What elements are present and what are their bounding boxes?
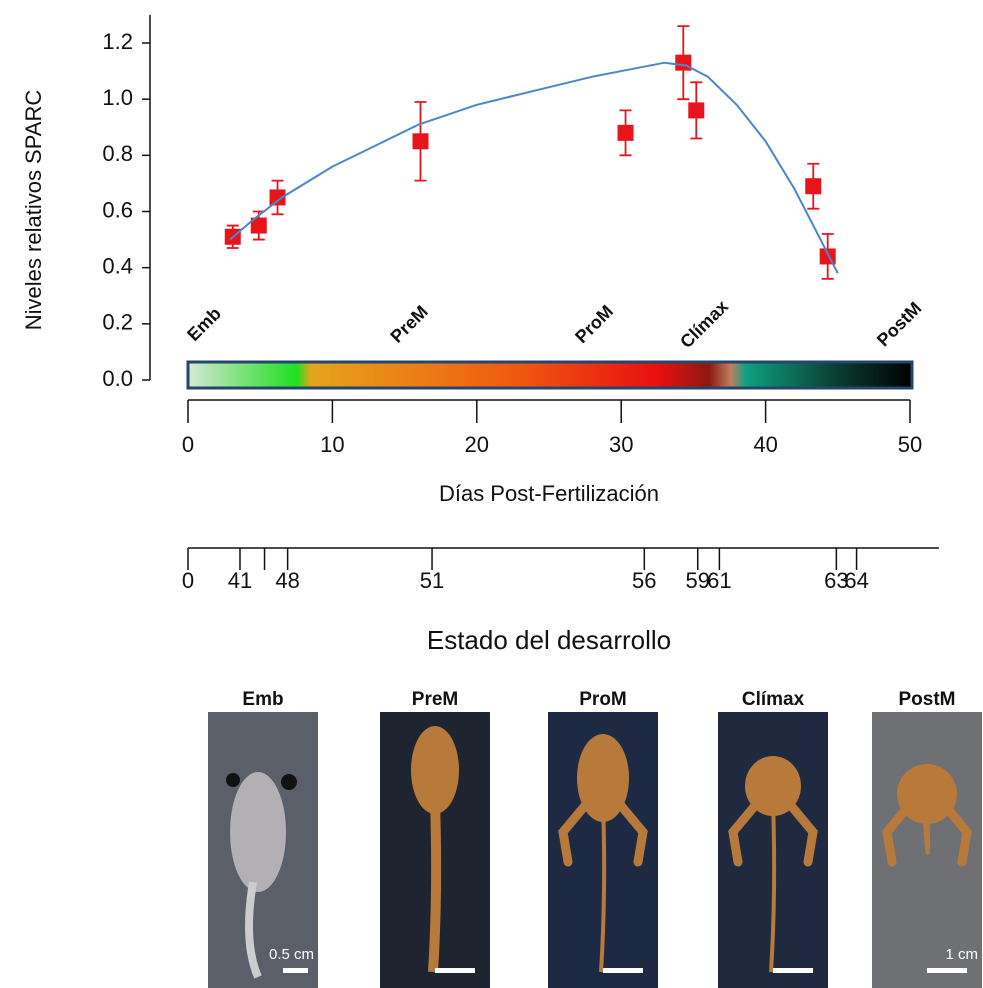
y-axis-label: Niveles relativos SPARC — [21, 90, 46, 331]
x-tick-label: 10 — [320, 432, 344, 457]
y-tick-label: 0.6 — [102, 197, 133, 222]
x-tick-label: 40 — [753, 432, 777, 457]
data-point — [688, 102, 705, 119]
scale-bar — [603, 968, 643, 973]
data-point-group — [617, 109, 634, 157]
stage-label: ProM — [571, 301, 617, 347]
stage-tick-label: 59 — [685, 568, 709, 593]
data-point — [819, 248, 836, 265]
data-point — [269, 189, 286, 206]
data-point — [675, 54, 692, 71]
y-tick-label: 1.2 — [102, 29, 133, 54]
stage-label: Clímax — [676, 296, 732, 352]
scale-bar — [927, 968, 967, 973]
x-tick-label: 20 — [465, 432, 489, 457]
data-point-group — [688, 81, 705, 140]
stage-label: Emb — [183, 303, 225, 345]
data-point-group — [269, 179, 286, 216]
stage-tick-label: 63 — [824, 568, 848, 593]
x-tick-label: 30 — [609, 432, 633, 457]
y-tick-label: 0.4 — [102, 253, 133, 278]
stage-tick-label: 51 — [420, 568, 444, 593]
panel-title: PostM — [899, 689, 956, 710]
embryo-eye — [226, 773, 240, 787]
scale-label: 1 cm — [945, 946, 978, 963]
y-tick-label: 0.2 — [102, 310, 133, 335]
stage-tick-label: 61 — [707, 568, 731, 593]
embryo-tail — [245, 881, 262, 979]
scale-bar — [283, 968, 308, 973]
embryo-body — [230, 772, 286, 892]
tadpole-tail — [769, 801, 777, 973]
panel-title: Clímax — [742, 689, 805, 710]
x-axis-label: Días Post-Fertilización — [439, 481, 659, 506]
fit-curve — [229, 61, 839, 274]
tadpole-tail — [599, 801, 607, 973]
stage-label: PostM — [873, 298, 925, 350]
y-tick-label: 1.0 — [102, 85, 133, 110]
stage-label: PreM — [386, 301, 431, 346]
scale-label: 0.5 cm — [269, 946, 314, 963]
tadpole-tail — [428, 801, 442, 973]
data-point — [412, 133, 429, 150]
panel-title: ProM — [579, 689, 627, 710]
data-point-group — [805, 162, 822, 210]
stage-axis-label: Estado del desarrollo — [427, 625, 671, 655]
panel-title: PreM — [412, 689, 458, 710]
data-point — [250, 217, 267, 234]
stage-tick-label: 48 — [275, 568, 299, 593]
stage-tick-label: 0 — [182, 568, 194, 593]
tadpole-legs — [558, 797, 648, 867]
stage-tick-label: 56 — [632, 568, 656, 593]
x-tick-label: 50 — [898, 432, 922, 457]
y-tick-label: 0.8 — [102, 141, 133, 166]
stage-tick-label: 64 — [844, 568, 868, 593]
x-tick-label: 0 — [182, 432, 194, 457]
tadpole-body — [411, 726, 459, 814]
embryo-eye — [281, 774, 297, 790]
scale-bar — [773, 968, 813, 973]
data-point — [617, 124, 634, 141]
scale-bar — [435, 968, 475, 973]
data-point-group — [675, 25, 692, 101]
data-point-group — [412, 101, 429, 182]
tadpole-legs — [882, 797, 972, 867]
tadpole-legs — [728, 797, 818, 867]
stage-tick-label: 41 — [228, 568, 252, 593]
data-point — [805, 178, 822, 195]
y-tick-label: 0.0 — [102, 366, 133, 391]
tadpole-tail — [923, 801, 931, 855]
stage-colorbar — [186, 360, 914, 390]
panel-title: Emb — [242, 689, 283, 710]
